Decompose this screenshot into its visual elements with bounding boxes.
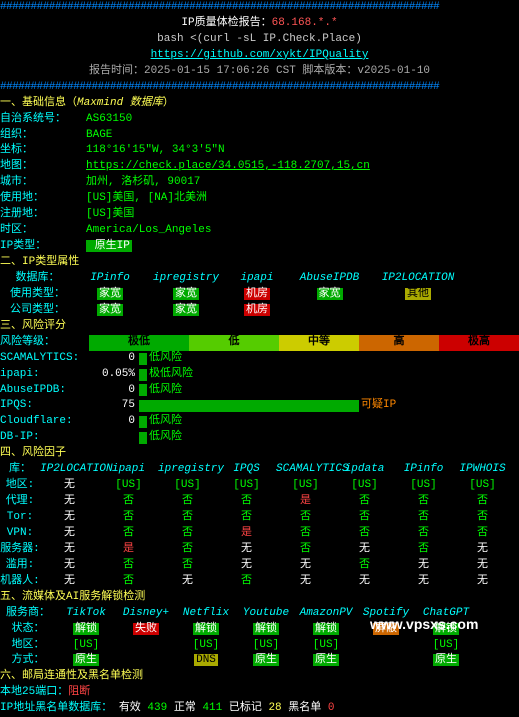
risk-row: AbuseIPDB:0低风险 xyxy=(0,383,519,399)
type-badge: 家宽 xyxy=(317,288,343,300)
report-meta: 报告时间：2025-01-15 17:06:26 CST 脚本版本：v2025-… xyxy=(0,64,519,80)
risk-row: SCAMALYTICS:0低风险 xyxy=(0,351,519,367)
col-abuse: AbuseIPDB xyxy=(287,271,372,287)
risk-row: IPQS:75可疑IP xyxy=(0,398,519,414)
repo-link[interactable]: https://github.com/xykt/IPQuality xyxy=(151,49,369,61)
scale-seg: 低 xyxy=(189,335,279,351)
risk-scale: 风险等级： 极低低中等高极高 xyxy=(0,335,519,351)
bash-cmd: bash <(curl -sL IP.Check.Place) xyxy=(0,32,519,48)
title-ip: 68.168.*.* xyxy=(272,17,338,29)
type-badge: 机房 xyxy=(244,288,270,300)
sec2-comp-row: 公司类型： 家宽 家宽 机房 xyxy=(0,303,519,319)
stream-badge: 失败 xyxy=(133,623,159,635)
sec2-header: 数据库： IPinfo ipregistry ipapi AbuseIPDB I… xyxy=(0,271,519,287)
factor-row: 地区:无[US][US][US][US][US][US][US] xyxy=(0,478,519,494)
meta-time: 2025-01-15 17:06:26 CST xyxy=(144,65,296,77)
sec2-use-row: 使用类型： 家宽 家宽 机房 家宽 其他 xyxy=(0,287,519,303)
risk-row: DB-IP:低风险 xyxy=(0,430,519,446)
sec5-mode: 方式： 原生 DNS 原生 原生 原生 xyxy=(0,653,519,669)
port-lbl: 本地25端口： xyxy=(0,686,68,698)
sec6-title: 六、邮局连通性及黑名单检测 xyxy=(0,669,519,685)
meta-time-lbl: 报告时间： xyxy=(89,65,144,77)
blacklist-row: IP地址黑名单数据库： 有效 439 正常 411 已标记 28 黑名单 0 xyxy=(0,701,519,717)
db-lbl: 数据库： xyxy=(0,271,75,287)
title-prefix: IP质量体检报告： xyxy=(181,17,271,29)
hash-bottom: ########################################… xyxy=(0,80,519,96)
city-lbl: 城市： xyxy=(0,175,86,191)
factor-row: 滥用:无否否无无否无无 xyxy=(0,558,519,574)
stream-badge: 解锁 xyxy=(193,623,219,635)
sec4-header: 库：IP2LOCATIONipapiipregistryIPQSSCAMALYT… xyxy=(0,462,519,478)
coord-val: 118°16'15"W, 34°3'5"N xyxy=(86,144,225,156)
sec5-title: 五、流媒体及AI服务解锁检测 xyxy=(0,590,519,606)
iptype-lbl: IP类型： xyxy=(0,239,86,255)
asn-val: AS63150 xyxy=(86,113,132,125)
stream-badge: 解锁 xyxy=(73,623,99,635)
scale-seg: 中等 xyxy=(279,335,359,351)
stream-badge: DNS xyxy=(194,654,218,666)
report-title: IP质量体检报告：68.168.*.* xyxy=(0,16,519,32)
stream-badge: 解锁 xyxy=(313,623,339,635)
risk-row: ipapi:0.05%极低风险 xyxy=(0,367,519,383)
sec1-title: 一、基础信息（Maxmind 数据库） xyxy=(0,96,519,112)
factor-row: Tor:无否否否否否否否 xyxy=(0,510,519,526)
tz-val: America/Los_Angeles xyxy=(86,224,211,236)
map-link[interactable]: https://check.place/34.0515,-118.2707,15… xyxy=(86,160,370,172)
stream-badge: 原生 xyxy=(313,654,339,666)
type-badge: 其他 xyxy=(405,288,431,300)
city-val: 加州, 洛杉矶, 90017 xyxy=(86,176,200,188)
factor-row: 服务器:无是否无否无否无 xyxy=(0,542,519,558)
scale-lbl: 风险等级： xyxy=(0,335,89,351)
use-lbl: 使用地： xyxy=(0,191,86,207)
map-lbl: 地图： xyxy=(0,159,86,175)
scale-seg: 高 xyxy=(359,335,439,351)
stream-badge: 原生 xyxy=(73,654,99,666)
col-ipapi: ipapi xyxy=(227,271,287,287)
sec4-title: 四、风险因子 xyxy=(0,446,519,462)
sec2-title: 二、IP类型属性 xyxy=(0,255,519,271)
stream-badge: 解锁 xyxy=(253,623,279,635)
org-lbl: 组织： xyxy=(0,128,86,144)
factor-row: 代理:无否否否是否否否 xyxy=(0,494,519,510)
asn-lbl: 自治系统号： xyxy=(0,112,86,128)
iptype-badge: 原生IP xyxy=(86,240,132,252)
sec3-title: 三、风险评分 xyxy=(0,319,519,335)
type-badge: 家宽 xyxy=(97,288,123,300)
scale-seg: 极低 xyxy=(89,335,189,351)
stream-badge: 原生 xyxy=(253,654,279,666)
org-val: BAGE xyxy=(86,129,112,141)
sec5-region: 地区：[US][US][US][US][US] xyxy=(0,638,519,654)
col-ipinfo: IPinfo xyxy=(75,271,145,287)
meta-ver-lbl: 脚本版本： xyxy=(296,65,358,77)
meta-ver: v2025-01-10 xyxy=(357,65,430,77)
type-badge: 家宽 xyxy=(97,304,123,316)
reg-lbl: 注册地： xyxy=(0,207,86,223)
col-ipreg: ipregistry xyxy=(145,271,227,287)
type-badge: 家宽 xyxy=(173,288,199,300)
port-val: 阻断 xyxy=(68,686,90,698)
use-val: [US]美国, [NA]北美洲 xyxy=(86,192,207,204)
risk-row: Cloudflare:0低风险 xyxy=(0,414,519,430)
hash-top: ########################################… xyxy=(0,0,519,16)
coord-lbl: 坐标： xyxy=(0,143,86,159)
stream-badge: 原生 xyxy=(433,654,459,666)
factor-row: 机器人:无否无否无无无无 xyxy=(0,574,519,590)
watermark: www.vpsxs.com xyxy=(370,614,478,634)
scale-seg: 极高 xyxy=(439,335,519,351)
type-badge: 家宽 xyxy=(173,304,199,316)
tz-lbl: 时区： xyxy=(0,223,86,239)
type-badge: 机房 xyxy=(244,304,270,316)
factor-row: VPN:无否否是否否否否 xyxy=(0,526,519,542)
col-ip2l: IP2LOCATION xyxy=(372,271,464,287)
reg-val: [US]美国 xyxy=(86,208,134,220)
